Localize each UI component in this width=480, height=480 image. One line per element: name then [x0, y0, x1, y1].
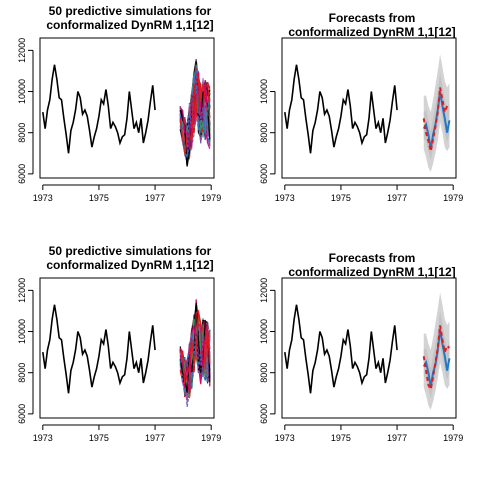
- x-tick-label: 1973: [33, 433, 53, 443]
- chart-title: 50 predictive simulations for conformaliz…: [46, 4, 213, 32]
- x-tick-label: 1977: [145, 433, 165, 443]
- x-tick-label: 1973: [275, 433, 295, 443]
- y-tick-label: 10000: [259, 319, 269, 344]
- y-tick-label: 10000: [17, 79, 27, 104]
- y-tick-label: 10000: [17, 319, 27, 344]
- y-tick-label: 6000: [17, 404, 27, 424]
- y-tick-label: 12000: [259, 278, 269, 303]
- y-tick-label: 12000: [17, 38, 27, 63]
- chart-title-line: conformalized DynRM 1,1[12]: [288, 265, 455, 279]
- y-tick-label: 8000: [17, 123, 27, 143]
- y-tick-label: 6000: [17, 164, 27, 184]
- chart-title-line: 50 predictive simulations for: [49, 4, 212, 18]
- chart-title-line: Forecasts from: [329, 251, 416, 265]
- x-tick-label: 1973: [33, 193, 53, 203]
- y-tick-label: 12000: [17, 278, 27, 303]
- x-tick-label: 1977: [387, 433, 407, 443]
- y-tick-label: 8000: [259, 123, 269, 143]
- plot-area: [285, 292, 450, 409]
- history-series-line: [43, 305, 155, 394]
- chart-panel-2: Forecasts from conformalized DynRM 1,1[12…: [259, 11, 463, 203]
- x-tick-label: 1977: [145, 193, 165, 203]
- x-tick-label: 1979: [443, 433, 463, 443]
- chart-title: Forecasts from conformalized DynRM 1,1[12…: [288, 251, 455, 279]
- y-tick-label: 8000: [259, 363, 269, 383]
- x-tick-label: 1979: [443, 193, 463, 203]
- chart-panel-1: 50 predictive simulations for conformaliz…: [17, 4, 221, 203]
- x-tick-label: 1979: [201, 193, 221, 203]
- chart-title: Forecasts from conformalized DynRM 1,1[12…: [288, 11, 455, 39]
- history-series-line: [285, 65, 397, 154]
- plot-area: [43, 299, 210, 407]
- y-tick-label: 6000: [259, 404, 269, 424]
- chart-panel-4: Forecasts from conformalized DynRM 1,1[12…: [259, 251, 463, 443]
- history-series-line: [285, 305, 397, 394]
- chart-title-line: conformalized DynRM 1,1[12]: [46, 258, 213, 272]
- history-series-line: [43, 65, 155, 154]
- chart-title-line: Forecasts from: [329, 11, 416, 25]
- x-tick-label: 1975: [89, 433, 109, 443]
- x-tick-label: 1975: [331, 433, 351, 443]
- chart-title: 50 predictive simulations for conformaliz…: [46, 244, 213, 272]
- y-tick-label: 8000: [17, 363, 27, 383]
- plot-area: [43, 59, 210, 166]
- chart-panel-3: 50 predictive simulations for conformaliz…: [17, 244, 221, 443]
- x-tick-label: 1975: [89, 193, 109, 203]
- chart-title-line: conformalized DynRM 1,1[12]: [288, 25, 455, 39]
- chart-title-line: conformalized DynRM 1,1[12]: [46, 18, 213, 32]
- x-tick-label: 1977: [387, 193, 407, 203]
- chart-title-line: 50 predictive simulations for: [49, 244, 212, 258]
- x-tick-label: 1979: [201, 433, 221, 443]
- plot-area: [285, 54, 450, 171]
- x-tick-label: 1975: [331, 193, 351, 203]
- y-tick-label: 10000: [259, 79, 269, 104]
- y-tick-label: 6000: [259, 164, 269, 184]
- x-tick-label: 1973: [275, 193, 295, 203]
